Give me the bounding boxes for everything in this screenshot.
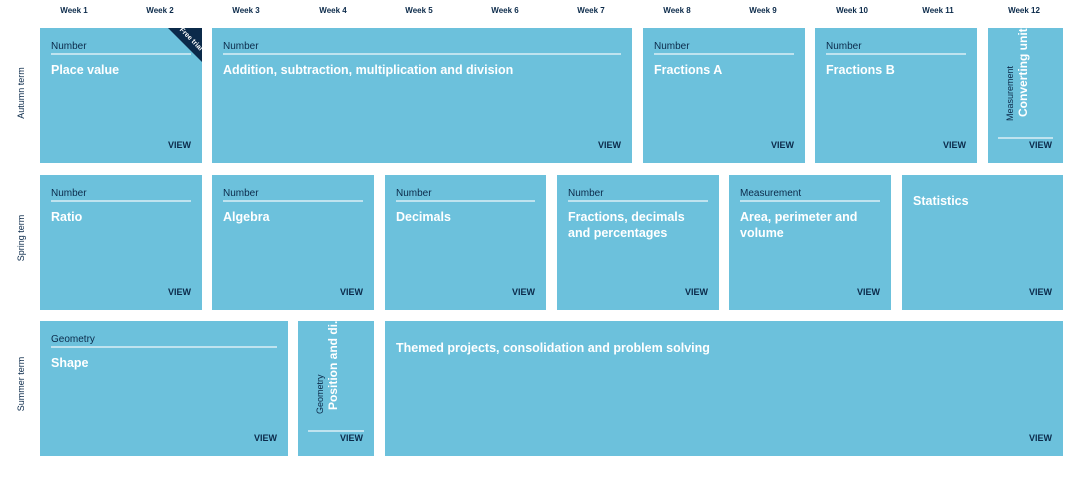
unit-fdp[interactable]: Number Fractions, decimals and percentag… — [557, 175, 719, 310]
view-link[interactable]: VIEW — [1028, 433, 1052, 443]
divider — [396, 200, 535, 202]
unit-strand: Geometry — [315, 374, 325, 414]
unit-strand: Number — [568, 188, 604, 199]
unit-title: Position and di... — [326, 321, 340, 410]
view-link[interactable]: VIEW — [339, 433, 363, 443]
divider — [51, 346, 277, 348]
unit-decimals[interactable]: Number Decimals VIEW — [385, 175, 546, 310]
unit-strand: Number — [654, 41, 690, 52]
unit-title: Fractions A — [654, 63, 723, 77]
unit-converting-units[interactable]: Measurement Converting units VIEW — [988, 28, 1063, 163]
unit-title: Ratio — [51, 210, 83, 224]
unit-title: Place value — [51, 63, 120, 77]
divider — [568, 200, 708, 202]
unit-algebra[interactable]: Number Algebra VIEW — [212, 175, 374, 310]
view-link[interactable]: VIEW — [511, 287, 535, 297]
unit-strand: Number — [51, 41, 87, 52]
view-link[interactable]: VIEW — [856, 287, 880, 297]
unit-fractions-b[interactable]: Number Fractions B VIEW — [815, 28, 977, 163]
week-header-4: Week 4 — [319, 6, 347, 15]
week-header-5: Week 5 — [405, 6, 433, 15]
view-link[interactable]: VIEW — [597, 140, 621, 150]
unit-title: Fractions, decimals and percentages — [568, 210, 685, 240]
unit-title: Fractions B — [826, 63, 895, 77]
divider — [223, 200, 363, 202]
view-link[interactable]: VIEW — [339, 287, 363, 297]
unit-title: Shape — [51, 356, 89, 370]
view-link[interactable]: VIEW — [1028, 140, 1052, 150]
week-header-3: Week 3 — [232, 6, 260, 15]
term-label-autumn: Autumn term — [16, 67, 26, 119]
unit-strand: Number — [826, 41, 862, 52]
unit-fractions-a[interactable]: Number Fractions A VIEW — [643, 28, 805, 163]
week-header-1: Week 1 — [60, 6, 88, 15]
unit-title: Addition, subtraction, multiplication an… — [223, 63, 514, 77]
unit-four-operations[interactable]: Number Addition, subtraction, multiplica… — [212, 28, 632, 163]
unit-statistics[interactable]: Statistics VIEW — [902, 175, 1063, 310]
divider — [223, 53, 621, 55]
divider — [51, 200, 191, 202]
week-header-7: Week 7 — [577, 6, 605, 15]
week-header-8: Week 8 — [663, 6, 691, 15]
divider — [826, 53, 966, 55]
unit-shape[interactable]: Geometry Shape VIEW — [40, 321, 288, 456]
week-header-12: Week 12 — [1008, 6, 1040, 15]
unit-strand: Number — [223, 188, 259, 199]
view-link[interactable]: VIEW — [684, 287, 708, 297]
term-label-summer: Summer term — [16, 356, 26, 412]
unit-position-direction[interactable]: Geometry Position and di... VIEW — [298, 321, 374, 456]
divider — [998, 137, 1053, 139]
week-header-11: Week 11 — [922, 6, 954, 15]
unit-strand: Geometry — [51, 334, 95, 345]
view-link[interactable]: VIEW — [167, 140, 191, 150]
divider — [51, 53, 191, 55]
divider — [308, 430, 364, 432]
unit-title: Area, perimeter and volume — [740, 210, 858, 240]
unit-ratio[interactable]: Number Ratio VIEW — [40, 175, 202, 310]
unit-area-perimeter-volume[interactable]: Measurement Area, perimeter and volume V… — [729, 175, 891, 310]
unit-title: Decimals — [396, 210, 451, 224]
unit-place-value[interactable]: Number Place value VIEW Free trial — [40, 28, 202, 163]
week-header-2: Week 2 — [146, 6, 174, 15]
unit-strand: Number — [223, 41, 259, 52]
view-link[interactable]: VIEW — [167, 287, 191, 297]
term-label-spring: Spring term — [16, 214, 26, 262]
view-link[interactable]: VIEW — [253, 433, 277, 443]
unit-title: Algebra — [223, 210, 270, 224]
view-link[interactable]: VIEW — [942, 140, 966, 150]
unit-strand: Number — [396, 188, 432, 199]
week-header-9: Week 9 — [749, 6, 777, 15]
unit-strand: Measurement — [740, 188, 802, 199]
week-header-6: Week 6 — [491, 6, 519, 15]
unit-strand: Measurement — [1005, 65, 1015, 121]
unit-themed-projects[interactable]: Themed projects, consolidation and probl… — [385, 321, 1063, 456]
unit-title: Converting units — [1016, 28, 1030, 117]
free-trial-ribbon — [168, 28, 202, 62]
divider — [654, 53, 794, 55]
divider — [740, 200, 880, 202]
week-header-10: Week 10 — [836, 6, 868, 15]
unit-title: Themed projects, consolidation and probl… — [396, 341, 710, 355]
unit-strand: Number — [51, 188, 87, 199]
view-link[interactable]: VIEW — [1028, 287, 1052, 297]
view-link[interactable]: VIEW — [770, 140, 794, 150]
unit-title: Statistics — [913, 194, 969, 208]
